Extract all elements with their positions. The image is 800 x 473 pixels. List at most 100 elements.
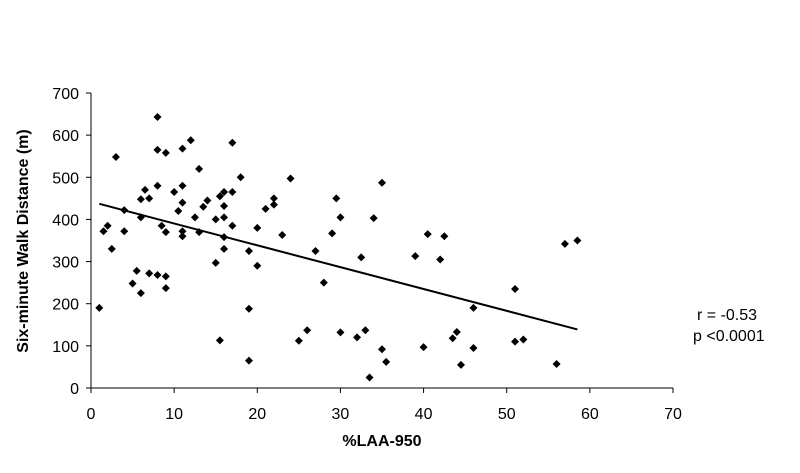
correlation-annotation: r = -0.53 <box>697 307 757 324</box>
y-tick-label: 300 <box>52 255 79 272</box>
data-point <box>190 213 199 222</box>
data-point <box>311 247 320 256</box>
axes <box>86 92 674 393</box>
data-point <box>157 221 166 230</box>
data-point <box>215 336 224 345</box>
data-point <box>244 356 253 365</box>
data-point <box>178 232 187 241</box>
data-point <box>253 223 262 232</box>
x-tick-label: 70 <box>664 406 682 423</box>
data-point <box>436 255 445 264</box>
data-point <box>452 327 461 336</box>
data-point <box>560 239 569 248</box>
p-value-annotation: p <0.0001 <box>693 328 765 345</box>
data-point <box>107 244 116 253</box>
data-point <box>153 271 162 280</box>
data-point <box>161 148 170 157</box>
data-point <box>220 188 229 197</box>
data-point <box>136 289 145 298</box>
y-tick-label: 400 <box>52 212 79 229</box>
y-tick-label: 500 <box>52 170 79 187</box>
data-point <box>378 178 386 187</box>
data-point <box>382 357 391 366</box>
y-axis-title: Six-minute Walk Distance (m) <box>15 129 32 352</box>
data-point <box>244 304 253 313</box>
data-point <box>336 213 345 222</box>
data-point <box>332 194 341 203</box>
data-point <box>244 247 253 256</box>
trendline-group <box>99 202 578 331</box>
data-point <box>132 266 141 275</box>
x-tick-label: 50 <box>498 406 516 423</box>
data-point <box>99 227 108 236</box>
data-point <box>361 326 370 335</box>
data-point <box>211 258 220 267</box>
y-tick-labels: 0 100 200 300 400 500 600 700 <box>52 86 79 398</box>
x-axis-title: %LAA-950 <box>342 433 421 450</box>
data-point <box>519 335 528 344</box>
data-point <box>220 213 229 222</box>
data-point <box>357 253 366 262</box>
data-point <box>440 232 449 241</box>
data-point <box>220 201 229 210</box>
data-point <box>328 229 337 238</box>
data-point <box>286 174 295 183</box>
data-point <box>419 343 428 352</box>
data-point <box>161 228 170 237</box>
data-point <box>411 252 420 261</box>
data-point <box>228 188 237 197</box>
data-point <box>153 113 162 122</box>
data-point <box>228 138 237 147</box>
data-point <box>161 272 170 281</box>
data-point <box>145 269 154 278</box>
data-point <box>186 136 195 145</box>
data-point <box>170 188 179 197</box>
data-point <box>178 227 187 236</box>
y-tick-label: 600 <box>52 128 79 145</box>
x-tick-label: 30 <box>332 406 350 423</box>
data-point <box>215 192 224 201</box>
data-point <box>161 284 170 293</box>
y-tick-label: 700 <box>52 86 79 103</box>
data-point <box>128 279 137 288</box>
data-point <box>153 181 162 190</box>
data-point <box>195 164 204 173</box>
data-point <box>153 145 162 154</box>
data-point <box>203 196 212 205</box>
data-points <box>95 113 582 382</box>
x-tick-label: 0 <box>87 406 96 423</box>
data-point <box>456 360 465 369</box>
y-tick-label: 100 <box>52 339 79 356</box>
x-tick-label: 40 <box>415 406 433 423</box>
data-point <box>269 200 278 209</box>
data-point <box>174 207 183 215</box>
data-point <box>178 198 187 207</box>
data-point <box>199 202 208 211</box>
data-point <box>103 221 112 230</box>
data-point <box>178 144 187 153</box>
data-point <box>120 227 129 236</box>
x-tick-label: 10 <box>165 406 183 423</box>
data-point <box>111 153 120 162</box>
data-point <box>220 244 229 253</box>
data-point <box>141 185 150 194</box>
data-point <box>365 373 374 382</box>
x-tick-label: 60 <box>581 406 599 423</box>
data-point <box>269 194 278 203</box>
data-point <box>469 343 478 352</box>
data-point <box>552 359 561 368</box>
data-point <box>178 181 187 190</box>
data-point <box>253 261 262 270</box>
data-point <box>261 204 270 213</box>
data-point <box>136 195 145 204</box>
data-point <box>369 214 378 223</box>
data-point <box>236 173 245 182</box>
data-point <box>378 345 386 354</box>
data-point <box>511 284 520 293</box>
data-point <box>303 326 312 335</box>
data-point <box>294 336 303 345</box>
data-point <box>228 221 237 230</box>
data-point <box>511 337 520 346</box>
